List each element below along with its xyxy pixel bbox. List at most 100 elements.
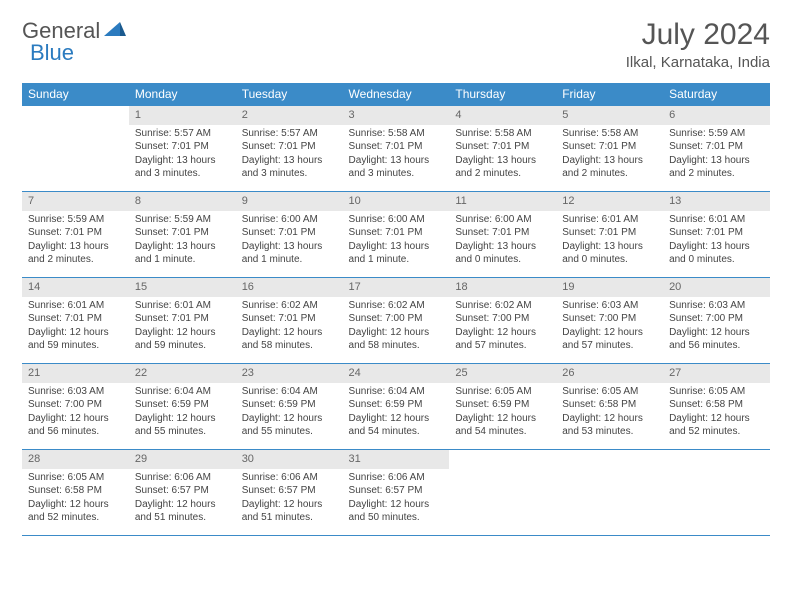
calendar-cell: 7Sunrise: 5:59 AMSunset: 7:01 PMDaylight… bbox=[22, 192, 129, 278]
sunset-line: Sunset: 7:01 PM bbox=[135, 312, 230, 326]
sunset-line: Sunset: 7:01 PM bbox=[562, 226, 657, 240]
day-body: Sunrise: 6:05 AMSunset: 6:58 PMDaylight:… bbox=[663, 383, 770, 443]
day-body: Sunrise: 5:58 AMSunset: 7:01 PMDaylight:… bbox=[556, 125, 663, 185]
day-number: 27 bbox=[663, 364, 770, 383]
sunset-line: Sunset: 7:01 PM bbox=[242, 312, 337, 326]
day-number: 22 bbox=[129, 364, 236, 383]
weekday-header: Monday bbox=[129, 83, 236, 106]
sunrise-line: Sunrise: 6:05 AM bbox=[562, 385, 657, 399]
daylight-line: Daylight: 12 hours and 55 minutes. bbox=[135, 412, 230, 439]
daylight-line: Daylight: 13 hours and 0 minutes. bbox=[562, 240, 657, 267]
sunset-line: Sunset: 7:00 PM bbox=[455, 312, 550, 326]
day-body: Sunrise: 5:59 AMSunset: 7:01 PMDaylight:… bbox=[129, 211, 236, 271]
page-header: General July 2024 Ilkal, Karnataka, Indi… bbox=[22, 18, 770, 71]
day-body: Sunrise: 5:59 AMSunset: 7:01 PMDaylight:… bbox=[22, 211, 129, 271]
daylight-line: Daylight: 13 hours and 2 minutes. bbox=[669, 154, 764, 181]
calendar-cell: 29Sunrise: 6:06 AMSunset: 6:57 PMDayligh… bbox=[129, 450, 236, 536]
calendar-cell: 30Sunrise: 6:06 AMSunset: 6:57 PMDayligh… bbox=[236, 450, 343, 536]
calendar-header-row: SundayMondayTuesdayWednesdayThursdayFrid… bbox=[22, 83, 770, 106]
day-body: Sunrise: 6:00 AMSunset: 7:01 PMDaylight:… bbox=[236, 211, 343, 271]
calendar-cell: 17Sunrise: 6:02 AMSunset: 7:00 PMDayligh… bbox=[343, 278, 450, 364]
sunrise-line: Sunrise: 5:59 AM bbox=[28, 213, 123, 227]
day-body: Sunrise: 6:02 AMSunset: 7:00 PMDaylight:… bbox=[343, 297, 450, 357]
day-number: 15 bbox=[129, 278, 236, 297]
day-number: 1 bbox=[129, 106, 236, 125]
sunrise-line: Sunrise: 6:00 AM bbox=[349, 213, 444, 227]
daylight-line: Daylight: 12 hours and 59 minutes. bbox=[28, 326, 123, 353]
calendar-row: 28Sunrise: 6:05 AMSunset: 6:58 PMDayligh… bbox=[22, 450, 770, 536]
weekday-header: Friday bbox=[556, 83, 663, 106]
daylight-line: Daylight: 12 hours and 55 minutes. bbox=[242, 412, 337, 439]
calendar-cell: 12Sunrise: 6:01 AMSunset: 7:01 PMDayligh… bbox=[556, 192, 663, 278]
calendar-cell: 21Sunrise: 6:03 AMSunset: 7:00 PMDayligh… bbox=[22, 364, 129, 450]
weekday-header: Tuesday bbox=[236, 83, 343, 106]
day-body: Sunrise: 6:06 AMSunset: 6:57 PMDaylight:… bbox=[343, 469, 450, 529]
day-number: 21 bbox=[22, 364, 129, 383]
calendar-cell: 4Sunrise: 5:58 AMSunset: 7:01 PMDaylight… bbox=[449, 106, 556, 192]
calendar-cell: 10Sunrise: 6:00 AMSunset: 7:01 PMDayligh… bbox=[343, 192, 450, 278]
calendar-cell: 25Sunrise: 6:05 AMSunset: 6:59 PMDayligh… bbox=[449, 364, 556, 450]
calendar-table: SundayMondayTuesdayWednesdayThursdayFrid… bbox=[22, 83, 770, 536]
calendar-cell: 11Sunrise: 6:00 AMSunset: 7:01 PMDayligh… bbox=[449, 192, 556, 278]
sunrise-line: Sunrise: 5:59 AM bbox=[135, 213, 230, 227]
calendar-cell: 9Sunrise: 6:00 AMSunset: 7:01 PMDaylight… bbox=[236, 192, 343, 278]
calendar-cell: 28Sunrise: 6:05 AMSunset: 6:58 PMDayligh… bbox=[22, 450, 129, 536]
daylight-line: Daylight: 12 hours and 51 minutes. bbox=[135, 498, 230, 525]
sunset-line: Sunset: 6:57 PM bbox=[242, 484, 337, 498]
sunset-line: Sunset: 7:01 PM bbox=[669, 140, 764, 154]
sunrise-line: Sunrise: 6:06 AM bbox=[242, 471, 337, 485]
brand-name-b-wrap: Blue bbox=[30, 40, 74, 66]
day-body: Sunrise: 6:04 AMSunset: 6:59 PMDaylight:… bbox=[343, 383, 450, 443]
calendar-cell: 2Sunrise: 5:57 AMSunset: 7:01 PMDaylight… bbox=[236, 106, 343, 192]
day-number: 11 bbox=[449, 192, 556, 211]
daylight-line: Daylight: 13 hours and 2 minutes. bbox=[455, 154, 550, 181]
sunrise-line: Sunrise: 6:01 AM bbox=[28, 299, 123, 313]
day-number: 16 bbox=[236, 278, 343, 297]
sunset-line: Sunset: 7:00 PM bbox=[28, 398, 123, 412]
day-body: Sunrise: 6:05 AMSunset: 6:58 PMDaylight:… bbox=[556, 383, 663, 443]
calendar-cell: 19Sunrise: 6:03 AMSunset: 7:00 PMDayligh… bbox=[556, 278, 663, 364]
weekday-header: Wednesday bbox=[343, 83, 450, 106]
day-number: 23 bbox=[236, 364, 343, 383]
day-number: 7 bbox=[22, 192, 129, 211]
sunset-line: Sunset: 7:01 PM bbox=[669, 226, 764, 240]
sunrise-line: Sunrise: 6:05 AM bbox=[669, 385, 764, 399]
sunrise-line: Sunrise: 6:00 AM bbox=[455, 213, 550, 227]
daylight-line: Daylight: 12 hours and 57 minutes. bbox=[562, 326, 657, 353]
day-number: 9 bbox=[236, 192, 343, 211]
day-number: 26 bbox=[556, 364, 663, 383]
location-label: Ilkal, Karnataka, India bbox=[626, 54, 770, 71]
day-body: Sunrise: 6:01 AMSunset: 7:01 PMDaylight:… bbox=[22, 297, 129, 357]
day-body: Sunrise: 6:04 AMSunset: 6:59 PMDaylight:… bbox=[129, 383, 236, 443]
sunset-line: Sunset: 6:59 PM bbox=[455, 398, 550, 412]
sunset-line: Sunset: 7:01 PM bbox=[455, 226, 550, 240]
sunset-line: Sunset: 7:01 PM bbox=[349, 140, 444, 154]
sunset-line: Sunset: 7:01 PM bbox=[242, 226, 337, 240]
day-number: 5 bbox=[556, 106, 663, 125]
day-body: Sunrise: 6:00 AMSunset: 7:01 PMDaylight:… bbox=[343, 211, 450, 271]
daylight-line: Daylight: 12 hours and 54 minutes. bbox=[455, 412, 550, 439]
day-number: 13 bbox=[663, 192, 770, 211]
calendar-body: 1Sunrise: 5:57 AMSunset: 7:01 PMDaylight… bbox=[22, 106, 770, 536]
day-body: Sunrise: 5:58 AMSunset: 7:01 PMDaylight:… bbox=[343, 125, 450, 185]
calendar-row: 21Sunrise: 6:03 AMSunset: 7:00 PMDayligh… bbox=[22, 364, 770, 450]
calendar-cell bbox=[22, 106, 129, 192]
daylight-line: Daylight: 13 hours and 1 minute. bbox=[242, 240, 337, 267]
daylight-line: Daylight: 12 hours and 51 minutes. bbox=[242, 498, 337, 525]
sunset-line: Sunset: 7:01 PM bbox=[28, 312, 123, 326]
calendar-cell: 18Sunrise: 6:02 AMSunset: 7:00 PMDayligh… bbox=[449, 278, 556, 364]
sunset-line: Sunset: 7:00 PM bbox=[349, 312, 444, 326]
calendar-cell: 1Sunrise: 5:57 AMSunset: 7:01 PMDaylight… bbox=[129, 106, 236, 192]
daylight-line: Daylight: 12 hours and 52 minutes. bbox=[669, 412, 764, 439]
calendar-cell: 26Sunrise: 6:05 AMSunset: 6:58 PMDayligh… bbox=[556, 364, 663, 450]
day-body: Sunrise: 6:00 AMSunset: 7:01 PMDaylight:… bbox=[449, 211, 556, 271]
day-body: Sunrise: 6:02 AMSunset: 7:01 PMDaylight:… bbox=[236, 297, 343, 357]
day-number: 25 bbox=[449, 364, 556, 383]
calendar-cell: 14Sunrise: 6:01 AMSunset: 7:01 PMDayligh… bbox=[22, 278, 129, 364]
sunset-line: Sunset: 7:00 PM bbox=[669, 312, 764, 326]
day-body: Sunrise: 6:04 AMSunset: 6:59 PMDaylight:… bbox=[236, 383, 343, 443]
day-body: Sunrise: 5:59 AMSunset: 7:01 PMDaylight:… bbox=[663, 125, 770, 185]
day-number: 24 bbox=[343, 364, 450, 383]
day-number: 19 bbox=[556, 278, 663, 297]
daylight-line: Daylight: 12 hours and 58 minutes. bbox=[349, 326, 444, 353]
